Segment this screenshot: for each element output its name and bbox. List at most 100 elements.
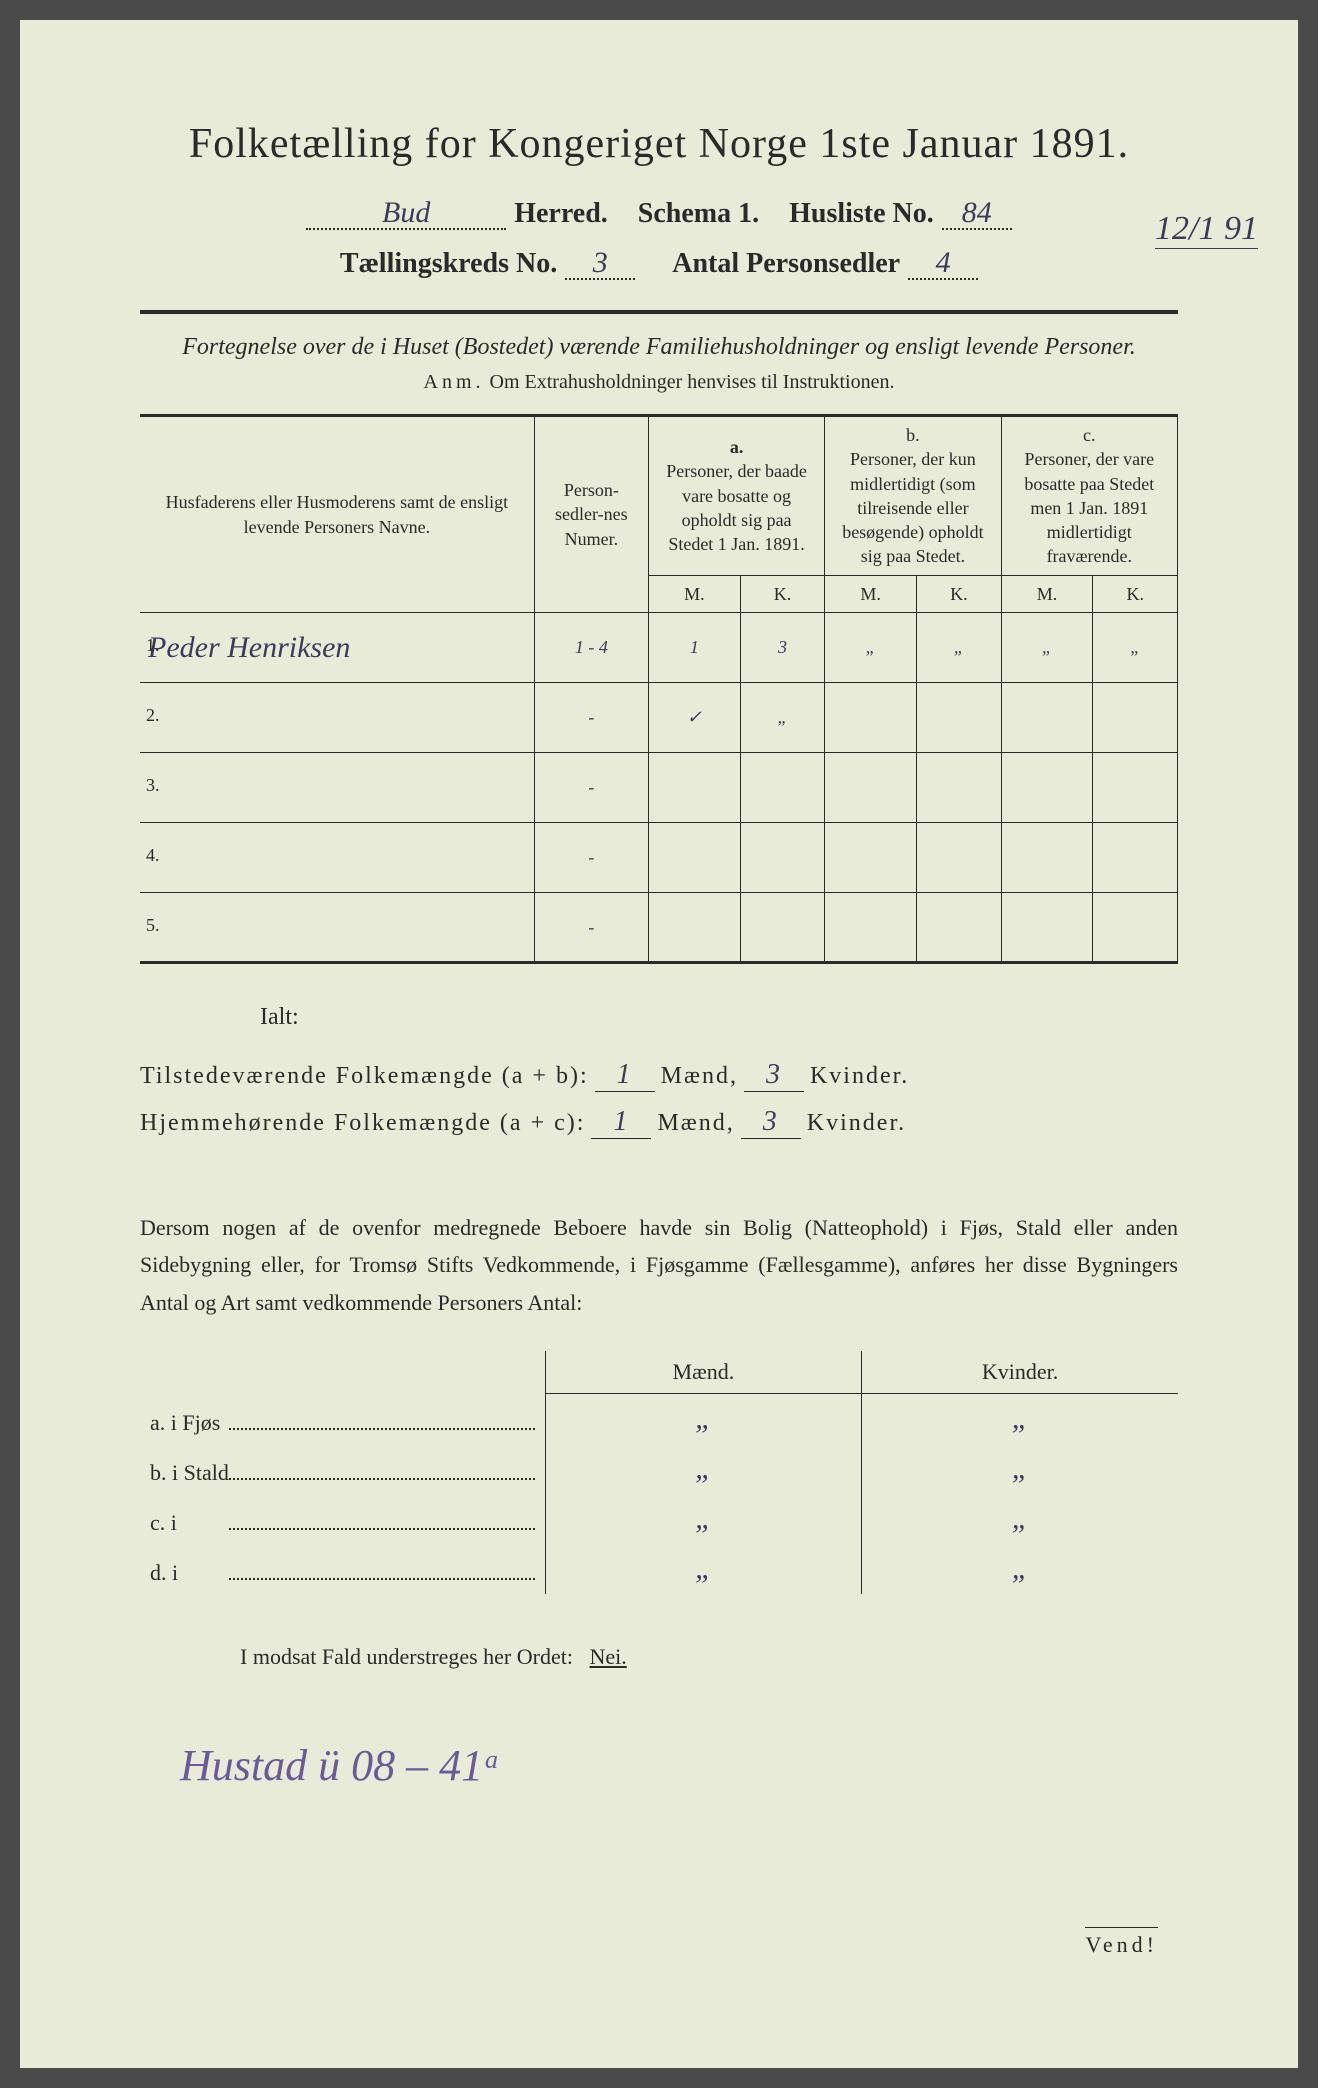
row-num-cell: -: [534, 893, 648, 963]
antal-label: Antal Personsedler: [672, 248, 900, 280]
row-bK: [917, 823, 1001, 893]
row-number: 4.: [146, 845, 160, 866]
side-row: c. i „„: [140, 1494, 1178, 1544]
subtitle: Fortegnelse over de i Huset (Bostedet) v…: [140, 329, 1178, 365]
bottom-handwriting: Hustad ü 08 – 41ᵃ: [180, 1740, 1178, 1791]
side-lead: d. i: [140, 1544, 229, 1594]
col-a-header: a. Personer, der baade vare bosatte og o…: [648, 416, 824, 576]
c-m: M.: [1001, 575, 1093, 612]
col-c-header: c. Personer, der vare bosatte paa Stedet…: [1001, 416, 1177, 576]
row-name-cell: 5.: [140, 893, 534, 963]
kvinder-label-2: Kvinder.: [807, 1110, 906, 1137]
table-row: 1.Peder Henriksen1 - 413„„„„: [140, 613, 1178, 683]
sum2-k: 3: [741, 1106, 801, 1139]
header-line-1: Bud Herred. Schema 1. Husliste No. 84: [140, 198, 1178, 230]
anm-label: Anm.: [424, 371, 485, 393]
row-bM: [825, 683, 917, 753]
maend-label: Mænd,: [661, 1063, 738, 1090]
row-cK: [1093, 893, 1178, 963]
row-bM: [825, 823, 917, 893]
side-k: „: [862, 1444, 1178, 1494]
side-maend-header: Mænd.: [545, 1351, 861, 1394]
row-name: Peder Henriksen: [148, 631, 350, 664]
kreds-label: Tællingskreds No.: [340, 248, 557, 280]
side-row: b. i Stald„„: [140, 1444, 1178, 1494]
b-k: K.: [917, 575, 1001, 612]
sum2-m: 1: [591, 1106, 651, 1139]
kreds-field: 3: [565, 248, 635, 280]
col-name-text: Husfaderens eller Husmoderens samt de en…: [166, 492, 508, 536]
herred-field: Bud: [306, 198, 506, 230]
row-name-cell: 3.: [140, 753, 534, 823]
col-num-header: Person-sedler-nes Numer.: [534, 416, 648, 613]
row-name-cell: 4.: [140, 823, 534, 893]
row-num-cell: -: [534, 753, 648, 823]
row-number: 5.: [146, 915, 160, 936]
side-dots: [229, 1444, 545, 1494]
b-m: M.: [825, 575, 917, 612]
col-a-label: a.: [657, 435, 816, 459]
census-form-page: Folketælling for Kongeriget Norge 1ste J…: [20, 20, 1298, 2068]
anm-text: Om Extrahusholdninger henvises til Instr…: [490, 371, 895, 393]
divider: [140, 310, 1178, 314]
row-aK: [740, 753, 824, 823]
side-kvinder-header: Kvinder.: [862, 1351, 1178, 1394]
row-cM: [1001, 753, 1093, 823]
a-k: K.: [740, 575, 824, 612]
sum-line-2: Hjemmehørende Folkemængde (a + c): 1 Mæn…: [140, 1106, 1178, 1139]
row-aM: [648, 753, 740, 823]
row-bK: „: [917, 613, 1001, 683]
row-aM: ✓: [648, 683, 740, 753]
row-cK: [1093, 683, 1178, 753]
row-aM: [648, 823, 740, 893]
maend-label-2: Mænd,: [657, 1110, 734, 1137]
header-line-2: Tællingskreds No. 3 Antal Personsedler 4: [140, 248, 1178, 280]
margin-date-note: 12/1 91: [1155, 210, 1258, 249]
husliste-field: 84: [942, 198, 1012, 230]
main-table: Husfaderens eller Husmoderens samt de en…: [140, 414, 1178, 964]
sum2-label: Hjemmehørende Folkemængde (a + c):: [140, 1110, 585, 1137]
side-m: „: [545, 1394, 861, 1445]
row-num-cell: -: [534, 823, 648, 893]
row-cK: [1093, 753, 1178, 823]
herred-label: Herred.: [514, 198, 608, 230]
row-name-cell: 2.: [140, 683, 534, 753]
vend-label: Vend!: [1085, 1927, 1158, 1958]
ialt-label: Ialt:: [260, 1004, 1178, 1031]
nei-line: I modsat Fald understreges her Ordet: Ne…: [240, 1644, 1178, 1670]
a-m: M.: [648, 575, 740, 612]
row-bM: [825, 893, 917, 963]
row-aM: [648, 893, 740, 963]
side-m: „: [545, 1494, 861, 1544]
paragraph: Dersom nogen af de ovenfor medregnede Be…: [140, 1209, 1178, 1321]
side-lead: c. i: [140, 1494, 229, 1544]
side-lead: a. i Fjøs: [140, 1394, 229, 1445]
schema-label: Schema 1.: [638, 198, 759, 230]
row-cM: [1001, 823, 1093, 893]
side-k: „: [862, 1544, 1178, 1594]
c-k: K.: [1093, 575, 1178, 612]
side-m: „: [545, 1544, 861, 1594]
row-bK: [917, 753, 1001, 823]
row-cK: „: [1093, 613, 1178, 683]
row-cM: [1001, 893, 1093, 963]
table-row: 4. -: [140, 823, 1178, 893]
side-dots: [229, 1494, 545, 1544]
row-cK: [1093, 823, 1178, 893]
row-bM: „: [825, 613, 917, 683]
col-b-label: b.: [833, 423, 992, 447]
side-dots: [229, 1394, 545, 1445]
col-b-header: b. Personer, der kun midlertidigt (som t…: [825, 416, 1001, 576]
para-text: Dersom nogen af de ovenfor medregnede Be…: [140, 1215, 1178, 1315]
col-c-label: c.: [1010, 423, 1169, 447]
row-number: 1.: [146, 635, 160, 656]
row-aM: 1: [648, 613, 740, 683]
nei-text: I modsat Fald understreges her Ordet:: [240, 1644, 573, 1669]
side-k: „: [862, 1494, 1178, 1544]
col-c-text: Personer, der vare bosatte paa Stedet me…: [1010, 447, 1169, 568]
row-num-cell: -: [534, 683, 648, 753]
row-bK: [917, 683, 1001, 753]
row-number: 3.: [146, 775, 160, 796]
row-aK: [740, 893, 824, 963]
row-bM: [825, 753, 917, 823]
